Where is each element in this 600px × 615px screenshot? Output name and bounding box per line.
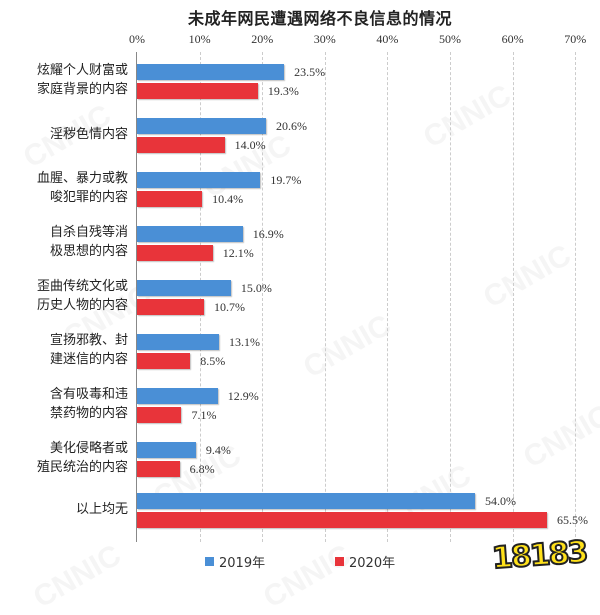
gridline <box>199 52 201 542</box>
x-tick-label: 70% <box>564 32 587 46</box>
bar-2020年 <box>137 137 225 153</box>
gridline <box>262 52 264 542</box>
category-label: 以上均无 <box>75 501 128 517</box>
value-label: 10.4% <box>212 192 244 206</box>
legend-2019: 2019年 <box>205 552 265 571</box>
y-axis <box>136 52 137 542</box>
bar-2020年 <box>137 407 182 423</box>
value-label: 20.6% <box>275 119 307 133</box>
legend-label-2020: 2020年 <box>349 556 396 571</box>
bar-2020年 <box>137 512 548 528</box>
watermark: CNNIC <box>417 78 517 155</box>
legend-2020: 2020年 <box>335 552 395 571</box>
gridline <box>450 52 451 542</box>
watermark: CNNIC <box>517 398 600 475</box>
value-label: 16.9% <box>252 227 284 241</box>
bar-2019年 <box>137 118 266 134</box>
legend-swatch-2019 <box>205 557 214 566</box>
value-label: 14.0% <box>234 138 266 152</box>
category-label: 血腥、暴力或教 唆犯罪的内容 <box>36 171 128 205</box>
bar-2020年 <box>137 299 204 315</box>
gridline <box>324 52 326 542</box>
bar-2020年 <box>137 353 191 369</box>
x-tick-label: 30% <box>313 32 336 46</box>
x-tick-label: 20% <box>251 32 274 46</box>
x-tick-label: 40% <box>376 32 399 46</box>
value-label: 13.1% <box>229 335 260 349</box>
chart-title: 未成年网民遭遇网络不良信息的情况 <box>187 9 452 28</box>
watermark: CNNIC <box>257 538 357 615</box>
category-label: 炫耀个人财富或 家庭背景的内容 <box>36 63 128 97</box>
value-label: 65.5% <box>557 513 589 527</box>
gridline <box>575 52 577 542</box>
legend-label-2019: 2019年 <box>219 556 266 571</box>
bar-2019年 <box>137 442 196 458</box>
value-label: 10.7% <box>213 300 245 314</box>
value-label: 7.1% <box>191 408 217 422</box>
x-tick-label: 60% <box>501 32 524 46</box>
bar-2020年 <box>137 83 258 99</box>
value-label: 19.7% <box>270 173 302 187</box>
x-tick-label: 10% <box>188 32 211 46</box>
gridline <box>512 52 514 542</box>
value-label: 9.4% <box>205 443 231 457</box>
site-logo: 18183 <box>490 534 589 577</box>
value-label: 12.1% <box>222 246 254 260</box>
bar-2020年 <box>137 191 203 207</box>
bar-2019年 <box>137 226 243 242</box>
category-label: 宣扬邪教、封 建迷信的内容 <box>49 333 128 367</box>
bar-2020年 <box>137 245 213 261</box>
bar-2019年 <box>137 64 285 80</box>
bar-2019年 <box>137 388 218 404</box>
bar-2019年 <box>137 280 231 296</box>
x-tick-label: 0% <box>129 32 145 46</box>
category-label: 淫秽色情内容 <box>49 126 128 142</box>
category-label: 含有吸毒和违 禁药物的内容 <box>49 387 128 421</box>
watermark: CNNIC <box>27 538 127 615</box>
value-label: 23.5% <box>294 65 326 79</box>
category-label: 自杀自残等消 极思想的内容 <box>49 225 128 259</box>
value-label: 54.0% <box>485 494 517 508</box>
bar-2020年 <box>137 461 180 477</box>
watermark: CNNIC <box>297 308 397 385</box>
bar-2019年 <box>137 172 261 188</box>
x-tick-label: 50% <box>439 32 461 46</box>
category-label: 歪曲传统文化或 历史人物的内容 <box>36 279 128 313</box>
value-label: 6.8% <box>189 462 215 476</box>
watermark: CNNIC <box>477 238 577 315</box>
value-label: 19.3% <box>267 84 299 98</box>
category-label: 美化侵略者或 殖民统治的内容 <box>36 441 128 475</box>
value-label: 8.5% <box>200 354 226 368</box>
value-label: 12.9% <box>227 389 259 403</box>
legend-swatch-2020 <box>335 557 344 566</box>
value-label: 15.0% <box>240 281 272 295</box>
bar-2019年 <box>137 334 219 350</box>
gridline <box>387 52 389 542</box>
bar-2019年 <box>137 493 476 509</box>
